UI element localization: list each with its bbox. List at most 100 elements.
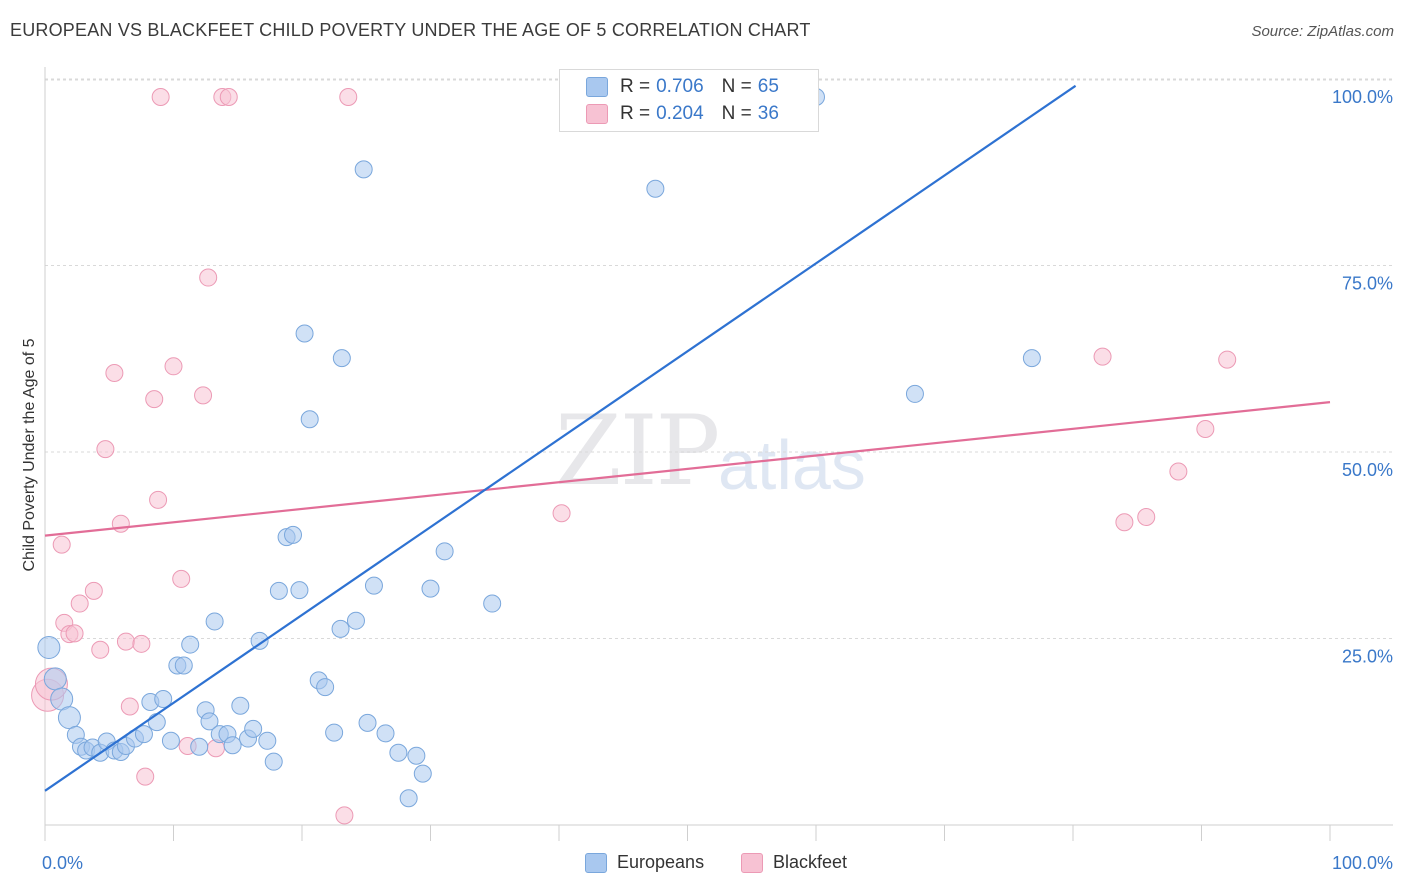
blackfeet-point (151, 88, 170, 106)
europeans-point (407, 746, 426, 765)
europeans-point (181, 635, 200, 654)
europeans-point (331, 619, 350, 638)
europeans-point (364, 576, 383, 595)
chart-title: EUROPEAN VS BLACKFEET CHILD POVERTY UNDE… (10, 20, 811, 40)
europeans-point (205, 612, 224, 631)
europeans-point (1022, 349, 1041, 368)
blackfeet-point (145, 390, 164, 409)
europeans-point (154, 690, 173, 709)
blackfeet-point (164, 357, 183, 376)
europeans-point (295, 324, 314, 343)
blackfeet-point (116, 632, 135, 651)
europeans-point (421, 579, 440, 598)
europeans-trendline (44, 84, 1077, 792)
europeans-point (244, 719, 263, 738)
blackfeet-point (91, 640, 110, 659)
blackfeet-point (96, 440, 115, 459)
blackfeet-point (335, 806, 354, 825)
legend-row-blackfeet: R = 0.204 N = 36 (586, 102, 797, 126)
europeans-point (258, 731, 277, 750)
europeans-point (231, 696, 250, 715)
blackfeet-point (65, 624, 84, 643)
x-tick-label-max: 100.0% (1332, 853, 1393, 873)
europeans-point (332, 349, 351, 368)
watermark-atlas: atlas (718, 426, 866, 504)
r-label: R = (620, 103, 651, 124)
europeans-point (200, 712, 219, 731)
europeans-point (161, 731, 180, 750)
legend-blackfeet-label: Blackfeet (773, 852, 848, 872)
legend-europeans[interactable]: Europeans (585, 852, 704, 873)
europeans-point (483, 594, 502, 613)
europeans-point (264, 752, 283, 771)
europeans-point (376, 724, 395, 743)
blackfeet-trendline (44, 401, 1331, 537)
europeans-swatch (586, 77, 608, 97)
r-label: R = (620, 76, 651, 97)
blackfeet-point (111, 514, 130, 533)
blackfeet-point (1218, 350, 1237, 369)
blackfeet-point (84, 581, 103, 600)
europeans-point (905, 384, 924, 403)
europeans-point (325, 723, 344, 742)
europeans-legend-swatch (585, 852, 607, 873)
europeans-point (646, 179, 665, 198)
europeans-point (354, 160, 373, 179)
europeans-point (399, 789, 418, 808)
europeans-point (316, 678, 335, 697)
blackfeet-point (172, 569, 191, 588)
blackfeet-point (199, 268, 218, 287)
blackfeet-point (149, 490, 168, 509)
europeans-point (37, 636, 61, 660)
watermark-zip: ZIP (555, 395, 720, 507)
europeans-point (43, 667, 67, 691)
europeans-point (284, 525, 303, 544)
europeans-point (250, 631, 269, 650)
n-label: N = (721, 103, 752, 124)
europeans-point (269, 581, 288, 600)
blackfeet-point (552, 504, 571, 523)
blackfeet-point (136, 767, 155, 786)
europeans-point (389, 743, 408, 762)
europeans-point (174, 656, 193, 675)
n-value-blackfeet: 36 (757, 103, 779, 124)
n-label: N = (721, 76, 752, 97)
europeans-point (57, 706, 81, 730)
correlation-legend: R = 0.706 N = 65 R = 0.204 N = 36 (559, 69, 819, 132)
legend-blackfeet[interactable]: Blackfeet (741, 852, 847, 873)
europeans-point (358, 713, 377, 732)
europeans-point (134, 725, 153, 744)
n-value-europeans: 65 (757, 76, 779, 97)
europeans-point (147, 713, 166, 732)
blackfeet-point (52, 535, 71, 554)
y-axis-label: Child Poverty Under the Age of 5 (21, 338, 38, 572)
blackfeet-point (1169, 462, 1188, 481)
blackfeet-point (219, 88, 238, 106)
source-label: Source: ZipAtlas.com (1251, 23, 1394, 40)
europeans-point (223, 736, 242, 755)
legend-europeans-label: Europeans (617, 852, 705, 872)
blackfeet-point (1093, 347, 1112, 366)
y-tick-label: 100.0% (1332, 87, 1393, 107)
europeans-point (290, 581, 309, 600)
blackfeet-point (1115, 513, 1134, 532)
blackfeet-point (105, 364, 124, 383)
europeans-point (435, 542, 454, 561)
blackfeet-point (339, 88, 358, 106)
europeans-point (300, 410, 319, 429)
blackfeet-point (70, 594, 89, 613)
x-tick-label-min: 0.0% (42, 853, 83, 873)
y-tick-label: 50.0% (1342, 460, 1393, 480)
r-value-blackfeet: 0.204 (656, 103, 704, 124)
europeans-point (413, 764, 432, 783)
blackfeet-legend-swatch (741, 852, 763, 873)
blackfeet-point (1137, 507, 1156, 526)
blackfeet-point (194, 386, 213, 405)
blackfeet-point (120, 697, 139, 716)
blackfeet-swatch (586, 104, 608, 124)
series-legend: Europeans Blackfeet (0, 852, 1406, 876)
europeans-point (190, 737, 209, 756)
blackfeet-point (132, 634, 151, 653)
blackfeet-point (1196, 419, 1215, 438)
